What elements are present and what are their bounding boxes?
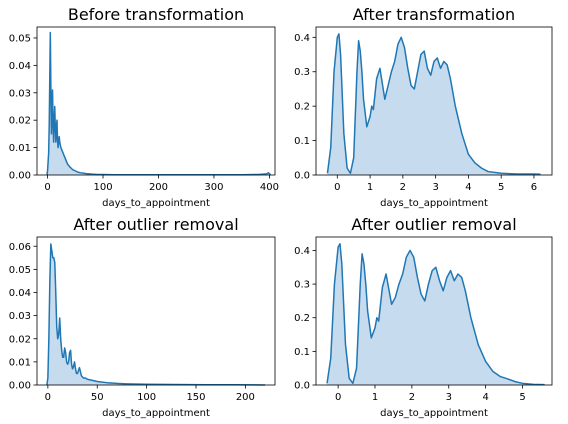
density-area bbox=[46, 243, 266, 385]
density-line bbox=[326, 242, 545, 386]
panel-before-transformation: Before transformation days_to_appointmen… bbox=[9, 5, 279, 209]
x-tick-label: 100 bbox=[137, 392, 156, 403]
x-tick-label: 5 bbox=[498, 182, 504, 193]
x-tick-label: 200 bbox=[236, 392, 255, 403]
x-tick-label: 1 bbox=[367, 182, 373, 193]
x-tick-label: 3 bbox=[432, 182, 438, 193]
y-tick-label: 0.00 bbox=[9, 381, 31, 392]
x-axis-label: days_to_appointment bbox=[380, 198, 488, 209]
y-tick-label: 0.02 bbox=[9, 334, 31, 345]
y-tick-label: 0.03 bbox=[9, 311, 31, 322]
y-tick-label: 0.1 bbox=[294, 136, 310, 147]
x-tick-label: 2 bbox=[400, 182, 406, 193]
x-axis-label: days_to_appointment bbox=[102, 198, 210, 209]
y-tick-label: 0.05 bbox=[9, 265, 31, 276]
x-tick-label: 6 bbox=[531, 182, 537, 193]
x-tick-label: 2 bbox=[409, 392, 415, 403]
axes-frame bbox=[315, 236, 553, 386]
panel-after-outlier-removal-raw: After outlier removal days_to_appointmen… bbox=[9, 215, 276, 419]
chart-title: After outlier removal bbox=[73, 215, 238, 234]
x-tick-label: 0 bbox=[45, 392, 51, 403]
y-tick-label: 0.01 bbox=[9, 357, 31, 368]
y-tick-label: 0.1 bbox=[294, 347, 310, 358]
y-tick-label: 0.01 bbox=[9, 143, 31, 154]
x-tick-label: 0 bbox=[44, 182, 50, 193]
panel-after-outlier-removal-transformed: After outlier removal days_to_appointmen… bbox=[294, 215, 553, 419]
x-tick-label: 400 bbox=[260, 182, 279, 193]
y-tick-label: 0.2 bbox=[294, 102, 310, 113]
axes-frame bbox=[36, 26, 276, 176]
y-tick-label: 0.2 bbox=[294, 313, 310, 324]
y-tick-label: 0.05 bbox=[9, 33, 31, 44]
x-tick-label: 200 bbox=[149, 182, 168, 193]
x-tick-label: 300 bbox=[204, 182, 223, 193]
x-tick-label: 100 bbox=[93, 182, 112, 193]
y-tick-label: 0.03 bbox=[9, 88, 31, 99]
panel-after-transformation: After transformation days_to_appointment… bbox=[294, 5, 553, 209]
y-tick-label: 0.02 bbox=[9, 116, 31, 127]
axes-frame bbox=[36, 236, 276, 386]
y-tick-label: 0.4 bbox=[294, 33, 310, 44]
y-tick-label: 0.3 bbox=[294, 67, 310, 78]
y-tick-label: 0.04 bbox=[9, 61, 31, 72]
x-tick-label: 4 bbox=[482, 392, 488, 403]
chart-title: After transformation bbox=[353, 5, 515, 24]
y-tick-label: 0.0 bbox=[294, 381, 310, 392]
axes-frame bbox=[315, 26, 553, 176]
density-area bbox=[327, 243, 545, 385]
y-tick-label: 0.00 bbox=[9, 171, 31, 182]
x-tick-label: 4 bbox=[465, 182, 471, 193]
density-area bbox=[46, 32, 271, 176]
x-tick-label: 5 bbox=[519, 392, 525, 403]
density-line bbox=[46, 243, 266, 386]
y-tick-label: 0.3 bbox=[294, 280, 310, 291]
x-tick-label: 1 bbox=[372, 392, 378, 403]
density-line bbox=[326, 33, 541, 176]
density-line bbox=[46, 31, 272, 176]
x-tick-label: 3 bbox=[446, 392, 452, 403]
y-tick-label: 0.04 bbox=[9, 288, 31, 299]
x-axis-label: days_to_appointment bbox=[102, 408, 210, 419]
y-tick-label: 0.0 bbox=[294, 171, 310, 182]
x-tick-label: 50 bbox=[91, 392, 104, 403]
chart-title: Before transformation bbox=[68, 5, 244, 24]
chart-title: After outlier removal bbox=[351, 215, 516, 234]
x-tick-label: 150 bbox=[186, 392, 205, 403]
x-tick-label: 0 bbox=[335, 392, 341, 403]
y-tick-label: 0.4 bbox=[294, 246, 310, 257]
x-axis-label: days_to_appointment bbox=[380, 408, 488, 419]
density-area bbox=[327, 33, 541, 175]
y-tick-label: 0.06 bbox=[9, 242, 31, 253]
x-tick-label: 0 bbox=[334, 182, 340, 193]
